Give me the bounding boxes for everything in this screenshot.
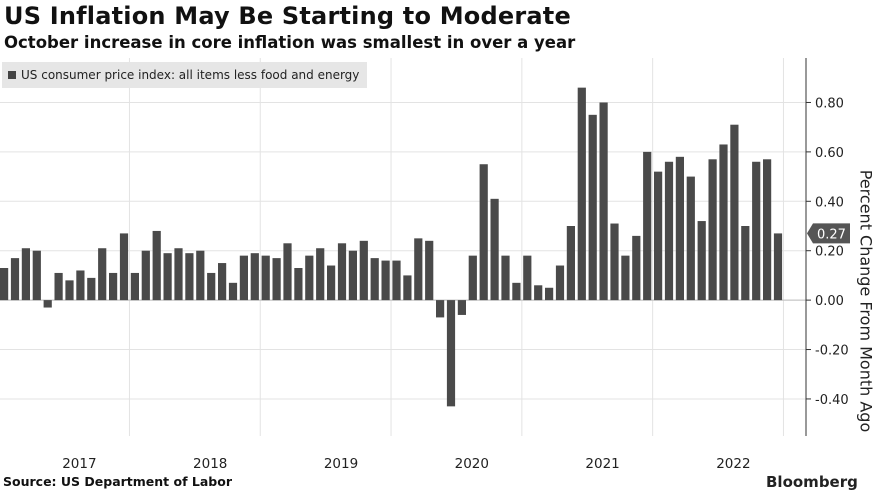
legend-label: US consumer price index: all items less … xyxy=(21,68,360,82)
bar xyxy=(98,248,107,301)
bar xyxy=(76,270,85,301)
bar xyxy=(359,240,368,301)
bar xyxy=(370,258,379,301)
bar xyxy=(109,272,118,301)
bar xyxy=(10,258,20,301)
bar xyxy=(327,265,336,301)
bar xyxy=(141,250,150,301)
bar xyxy=(599,102,608,301)
y-axis-label: Percent Change From Month Ago xyxy=(856,169,876,433)
bar xyxy=(65,280,74,301)
bar xyxy=(708,159,717,301)
bar xyxy=(32,250,41,301)
bar xyxy=(272,258,281,301)
bar xyxy=(163,253,172,301)
bar xyxy=(0,268,9,301)
last-value-callout xyxy=(807,223,850,244)
bar xyxy=(610,223,619,301)
x-tick-label: 2019 xyxy=(324,456,358,472)
bar xyxy=(436,300,445,318)
bar xyxy=(773,233,783,301)
bar xyxy=(545,287,554,301)
legend-swatch xyxy=(8,71,16,79)
bar xyxy=(719,144,728,301)
bar xyxy=(741,226,750,301)
bar xyxy=(763,159,772,301)
x-tick-label: 2021 xyxy=(585,456,619,472)
bar xyxy=(534,285,543,301)
chart-area: 0.80 0.60 0.40 0.20 0.00 -0.20 -0.40 2017 2018 20… xyxy=(0,56,881,476)
y-tick-label: 0.80 xyxy=(815,96,844,111)
bar xyxy=(457,300,466,315)
bar xyxy=(446,300,456,407)
bar xyxy=(577,87,586,301)
bar xyxy=(43,300,52,308)
bar xyxy=(501,255,510,301)
bar-chart: 0.80 0.60 0.40 0.20 0.00 -0.20 -0.40 2017 2018 20… xyxy=(0,58,850,472)
last-value-label: 0.27 xyxy=(817,227,846,242)
y-tick-label: -0.40 xyxy=(815,393,849,408)
y-tick-label: 0.40 xyxy=(815,195,844,210)
bar xyxy=(239,255,248,301)
bar xyxy=(218,263,227,301)
bar xyxy=(730,124,739,301)
bar xyxy=(686,176,695,301)
chart-subtitle: October increase in core inflation was s… xyxy=(4,33,576,52)
bar xyxy=(697,221,706,301)
bar xyxy=(403,275,412,301)
chart-title: US Inflation May Be Starting to Moderate xyxy=(4,2,571,30)
bar xyxy=(621,255,630,301)
bar xyxy=(654,171,663,301)
bar xyxy=(414,238,423,301)
bar xyxy=(425,240,434,301)
x-tick-label: 2017 xyxy=(62,456,96,472)
y-tick-label: -0.20 xyxy=(815,344,849,359)
bar xyxy=(185,253,194,301)
bar xyxy=(283,243,292,301)
bar xyxy=(152,230,161,301)
bar xyxy=(207,272,216,301)
bar xyxy=(196,250,205,301)
bar xyxy=(468,255,477,301)
bar xyxy=(130,272,139,301)
bar xyxy=(119,233,129,301)
bar xyxy=(228,282,238,301)
bar xyxy=(664,161,674,301)
bar xyxy=(512,282,521,301)
bar xyxy=(21,248,30,301)
bar xyxy=(555,265,565,301)
x-tick-label: 2020 xyxy=(455,456,489,472)
bar xyxy=(294,268,303,301)
bar xyxy=(348,250,357,301)
bar xyxy=(643,151,652,301)
x-tick-label: 2018 xyxy=(193,456,227,472)
bar xyxy=(752,161,761,301)
bar xyxy=(250,253,259,301)
bar xyxy=(523,255,532,301)
bar xyxy=(54,272,63,301)
bar xyxy=(316,248,325,301)
bar xyxy=(566,226,575,301)
source-note: Source: US Department of Labor xyxy=(3,474,232,489)
bar xyxy=(588,114,597,301)
bloomberg-logo: Bloomberg xyxy=(766,473,858,491)
bar xyxy=(261,255,270,301)
legend: US consumer price index: all items less … xyxy=(2,62,368,88)
bar xyxy=(87,277,96,301)
bar xyxy=(392,260,401,301)
bar xyxy=(337,243,347,301)
bar xyxy=(305,255,314,301)
bar xyxy=(675,156,684,301)
x-tick-label: 2022 xyxy=(716,456,750,472)
bar xyxy=(632,235,641,301)
bar xyxy=(490,198,499,301)
bar xyxy=(381,260,390,301)
y-tick-label: 0.60 xyxy=(815,146,844,161)
bar xyxy=(174,248,183,301)
y-tick-label: 0.00 xyxy=(815,294,844,309)
y-tick-label: 0.20 xyxy=(815,245,844,260)
bar xyxy=(479,164,488,301)
